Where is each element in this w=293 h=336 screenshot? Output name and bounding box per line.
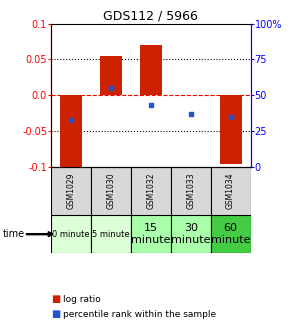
Bar bbox=[100, 56, 122, 95]
Bar bbox=[140, 45, 162, 95]
Bar bbox=[211, 167, 251, 215]
Bar bbox=[91, 167, 131, 215]
Title: GDS112 / 5966: GDS112 / 5966 bbox=[103, 9, 198, 23]
Text: GSM1034: GSM1034 bbox=[226, 173, 235, 209]
Bar bbox=[51, 215, 91, 253]
Text: 30
minute: 30 minute bbox=[171, 223, 210, 245]
Bar bbox=[51, 167, 91, 215]
Bar bbox=[220, 95, 241, 164]
Text: ■: ■ bbox=[51, 309, 61, 319]
Bar bbox=[131, 167, 171, 215]
Text: percentile rank within the sample: percentile rank within the sample bbox=[63, 310, 216, 319]
Text: GSM1033: GSM1033 bbox=[186, 173, 195, 209]
Bar bbox=[60, 95, 82, 167]
Text: GSM1029: GSM1029 bbox=[67, 173, 76, 209]
Bar bbox=[131, 215, 171, 253]
Text: time: time bbox=[3, 229, 25, 239]
Text: 60
minute: 60 minute bbox=[211, 223, 250, 245]
Bar bbox=[171, 167, 211, 215]
Text: GSM1032: GSM1032 bbox=[146, 173, 155, 209]
Bar bbox=[171, 215, 211, 253]
Text: 0 minute: 0 minute bbox=[52, 230, 90, 239]
Text: 5 minute: 5 minute bbox=[92, 230, 130, 239]
Bar bbox=[211, 215, 251, 253]
Text: GSM1030: GSM1030 bbox=[107, 173, 115, 209]
Text: 15
minute: 15 minute bbox=[131, 223, 171, 245]
Bar bbox=[91, 215, 131, 253]
Text: log ratio: log ratio bbox=[63, 295, 101, 303]
Text: ■: ■ bbox=[51, 294, 61, 304]
